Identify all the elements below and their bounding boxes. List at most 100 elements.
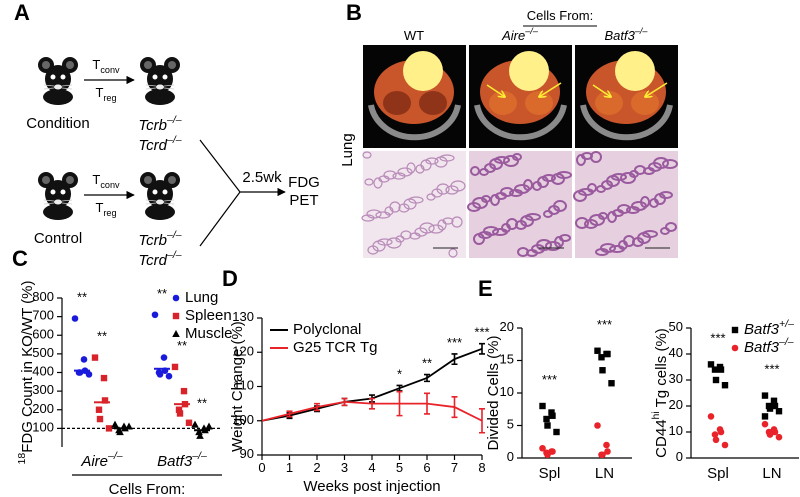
tissue xyxy=(439,154,455,162)
tissue xyxy=(451,216,463,228)
data-point xyxy=(770,397,778,404)
tissue xyxy=(397,167,413,177)
tissue xyxy=(642,230,658,238)
tissue xyxy=(386,237,402,249)
significance: ** xyxy=(77,290,87,305)
data-point xyxy=(191,420,199,428)
tissue xyxy=(607,211,617,223)
tissue xyxy=(556,171,572,179)
data-point xyxy=(196,431,204,439)
tissue xyxy=(587,183,597,193)
tissue xyxy=(428,224,444,234)
y-tick-label: 50 xyxy=(669,319,683,334)
x-tick-label: 6 xyxy=(423,460,430,475)
group-label: Condition xyxy=(26,115,89,132)
significance: *** xyxy=(597,317,612,332)
x-tick-label: LN xyxy=(762,465,781,482)
significance: ** xyxy=(97,329,107,344)
x-tick-label: 3 xyxy=(341,460,348,475)
data-point xyxy=(712,376,720,384)
tissue xyxy=(536,239,552,251)
y-tick-label: 0 xyxy=(676,449,683,464)
panel-label: E xyxy=(478,276,493,301)
tissue xyxy=(425,157,439,165)
converge-lines xyxy=(199,139,241,247)
y-tick-label: 40 xyxy=(669,345,683,360)
data-point xyxy=(775,408,783,415)
data-point xyxy=(731,344,739,352)
pointer-arrow xyxy=(592,84,611,97)
tissue xyxy=(506,218,518,230)
significance: *** xyxy=(447,335,462,350)
tissue xyxy=(436,183,450,195)
tissue xyxy=(598,212,608,220)
panel-label: D xyxy=(222,266,238,291)
tissue xyxy=(470,166,480,176)
tissue xyxy=(559,234,571,242)
legend-label: Batf3–/– xyxy=(744,336,794,356)
x-tick-label: 5 xyxy=(396,460,403,475)
significance: ** xyxy=(157,286,167,301)
legend-label: Muscle xyxy=(185,325,233,342)
panel-b: B Cells From: WT Aire–/– Batf3–/– Lung xyxy=(339,0,678,258)
y-tick-label: 400 xyxy=(32,364,54,379)
significance: *** xyxy=(764,362,779,377)
cell-label: Tconv xyxy=(92,57,120,75)
legend-label: Polyclonal xyxy=(293,321,361,338)
data-point xyxy=(180,387,188,395)
tissue xyxy=(500,187,514,197)
data-point xyxy=(151,311,159,319)
heart-signal xyxy=(509,51,549,91)
error-bar xyxy=(341,397,348,407)
mouse-icon xyxy=(38,56,78,105)
tissue xyxy=(634,165,646,175)
data-point xyxy=(598,354,605,361)
data-point xyxy=(165,372,173,380)
x-tick-label: 8 xyxy=(478,460,485,475)
data-point xyxy=(96,415,104,423)
error-bar xyxy=(451,353,458,366)
lung-signal xyxy=(631,91,659,115)
cell-label: Treg xyxy=(95,200,116,218)
data-point xyxy=(721,382,729,389)
tissue xyxy=(576,154,586,166)
tissue xyxy=(442,217,454,225)
tissue xyxy=(373,177,383,189)
legend-label: Batf3+/– xyxy=(744,318,794,338)
data-point xyxy=(711,366,719,373)
data-point xyxy=(156,371,164,378)
x-tick-label: Aire–/– xyxy=(80,450,122,470)
data-point xyxy=(95,406,103,413)
tissue xyxy=(490,194,500,206)
tissue xyxy=(377,238,393,246)
tissue xyxy=(366,209,382,219)
y-tick-label: 0 xyxy=(507,449,514,464)
data-point xyxy=(717,428,725,436)
group-label: Control xyxy=(34,230,82,247)
error-bar xyxy=(396,390,403,417)
tissue xyxy=(494,156,510,164)
data-point xyxy=(205,422,213,430)
y-tick-label: 20 xyxy=(500,319,514,334)
series-line xyxy=(261,347,483,422)
error-bar xyxy=(479,342,485,355)
x-tick-label: Batf3–/– xyxy=(157,450,207,470)
data-point xyxy=(608,380,615,387)
mouse-icon xyxy=(140,171,180,220)
tissue xyxy=(589,214,605,226)
data-point xyxy=(603,441,610,449)
tissue xyxy=(450,180,466,192)
data-point xyxy=(761,420,769,428)
tissue xyxy=(403,198,417,210)
tissue xyxy=(362,151,372,159)
data-point xyxy=(594,422,601,429)
significance: *** xyxy=(474,325,489,340)
legend-label: Spleen xyxy=(185,307,232,324)
error-bar xyxy=(369,397,375,410)
y-axis-label: CD44hi Tg cells (%) xyxy=(650,328,670,458)
significance: ** xyxy=(197,396,207,411)
data-point xyxy=(172,294,180,302)
